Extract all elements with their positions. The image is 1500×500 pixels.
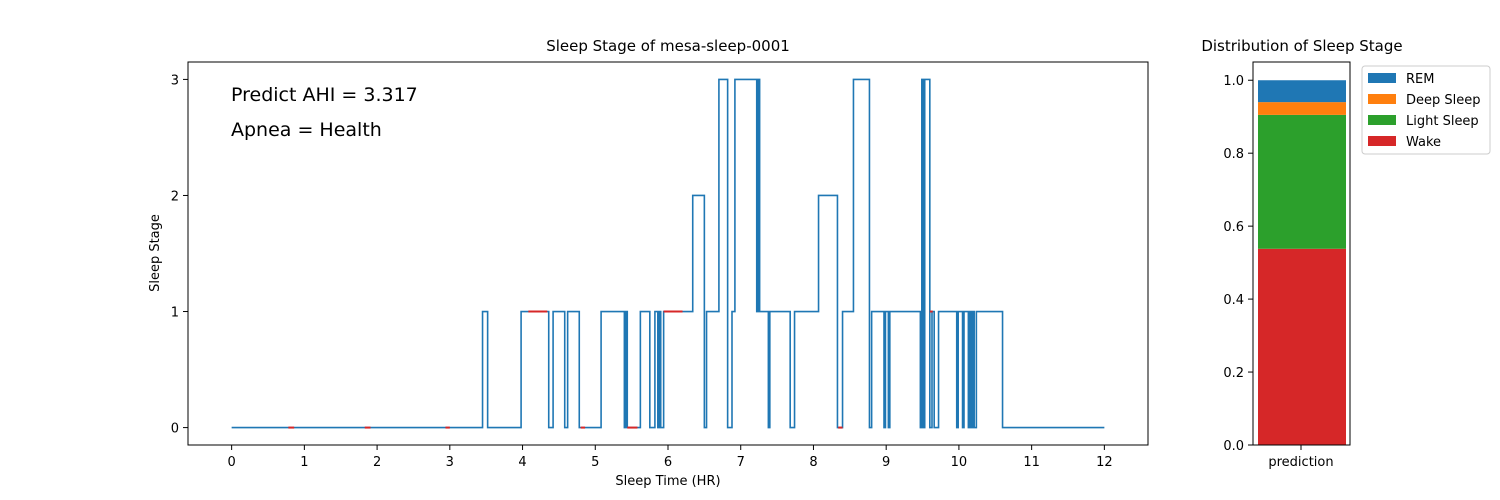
hypnogram-x-axis-label: Sleep Time (HR) — [615, 474, 720, 489]
bar-segment-wake — [1258, 248, 1346, 445]
y-tick-label: 2 — [171, 189, 179, 204]
x-tick-label: 7 — [737, 455, 745, 470]
distribution-chart: Distribution of Sleep Stage 0.0 0.2 0.4 0.6… — [1201, 37, 1491, 470]
y-tick-label: 0 — [171, 422, 179, 437]
hypnogram-frame — [187, 61, 1149, 446]
distribution-y-tick-label: 0.6 — [1223, 220, 1244, 235]
legend-swatch — [1368, 115, 1396, 125]
x-tick-label: 1 — [300, 455, 308, 470]
x-tick-label: 0 — [227, 455, 235, 470]
legend-swatch — [1368, 94, 1396, 104]
distribution-y-tick-label: 1.0 — [1223, 74, 1244, 89]
distribution-bars — [1258, 80, 1346, 445]
x-tick-label: 3 — [446, 455, 454, 470]
ahi-annotation: Predict AHI = 3.317 — [231, 84, 418, 106]
legend-label: REM — [1406, 72, 1434, 87]
hypnogram-y-ticks: 0 1 2 3 — [171, 73, 188, 437]
x-tick-label: 9 — [882, 455, 890, 470]
x-tick-label: 4 — [518, 455, 526, 470]
distribution-y-tick-label: 0.8 — [1223, 147, 1244, 162]
legend-box — [1361, 65, 1491, 155]
hypnogram-x-ticks: 0 1 2 3 4 5 6 7 8 9 10 11 12 — [227, 445, 1113, 470]
x-tick-label: 12 — [1096, 455, 1113, 470]
legend-swatch — [1368, 136, 1396, 146]
x-tick-label: 2 — [373, 455, 381, 470]
distribution-y-tick-label: 0.0 — [1223, 439, 1244, 454]
distribution-y-tick-label: 0.2 — [1223, 366, 1244, 381]
hypnogram-plot-area — [231, 78, 1105, 429]
hypnogram-y-axis-label: Sleep Stage — [148, 214, 163, 292]
hypnogram-line — [231, 78, 1105, 429]
y-tick-label: 3 — [171, 73, 179, 88]
hypnogram-title: Sleep Stage of mesa-sleep-0001 — [546, 37, 790, 55]
distribution-legend: REM Deep Sleep Light Sleep Wake — [1361, 65, 1491, 155]
legend-label: Light Sleep — [1406, 114, 1479, 129]
distribution-y-ticks: 0.0 0.2 0.4 0.6 0.8 1.0 — [1223, 74, 1253, 454]
y-tick-label: 1 — [171, 306, 179, 321]
x-tick-label: 5 — [591, 455, 599, 470]
x-tick-label: 8 — [809, 455, 817, 470]
legend-swatch — [1368, 73, 1396, 83]
legend-label: Wake — [1406, 135, 1441, 150]
distribution-y-tick-label: 0.4 — [1223, 293, 1244, 308]
legend-label: Deep Sleep — [1406, 93, 1481, 108]
x-tick-label: 10 — [951, 455, 968, 470]
x-tick-label: 6 — [664, 455, 672, 470]
bar-segment-light-sleep — [1258, 114, 1346, 249]
distribution-title: Distribution of Sleep Stage — [1201, 37, 1402, 55]
distribution-x-tick-label: prediction — [1268, 455, 1333, 470]
x-tick-label: 11 — [1023, 455, 1040, 470]
apnea-annotation: Apnea = Health — [231, 119, 382, 141]
bar-segment-deep-sleep — [1258, 102, 1346, 115]
bar-segment-rem — [1258, 80, 1346, 103]
